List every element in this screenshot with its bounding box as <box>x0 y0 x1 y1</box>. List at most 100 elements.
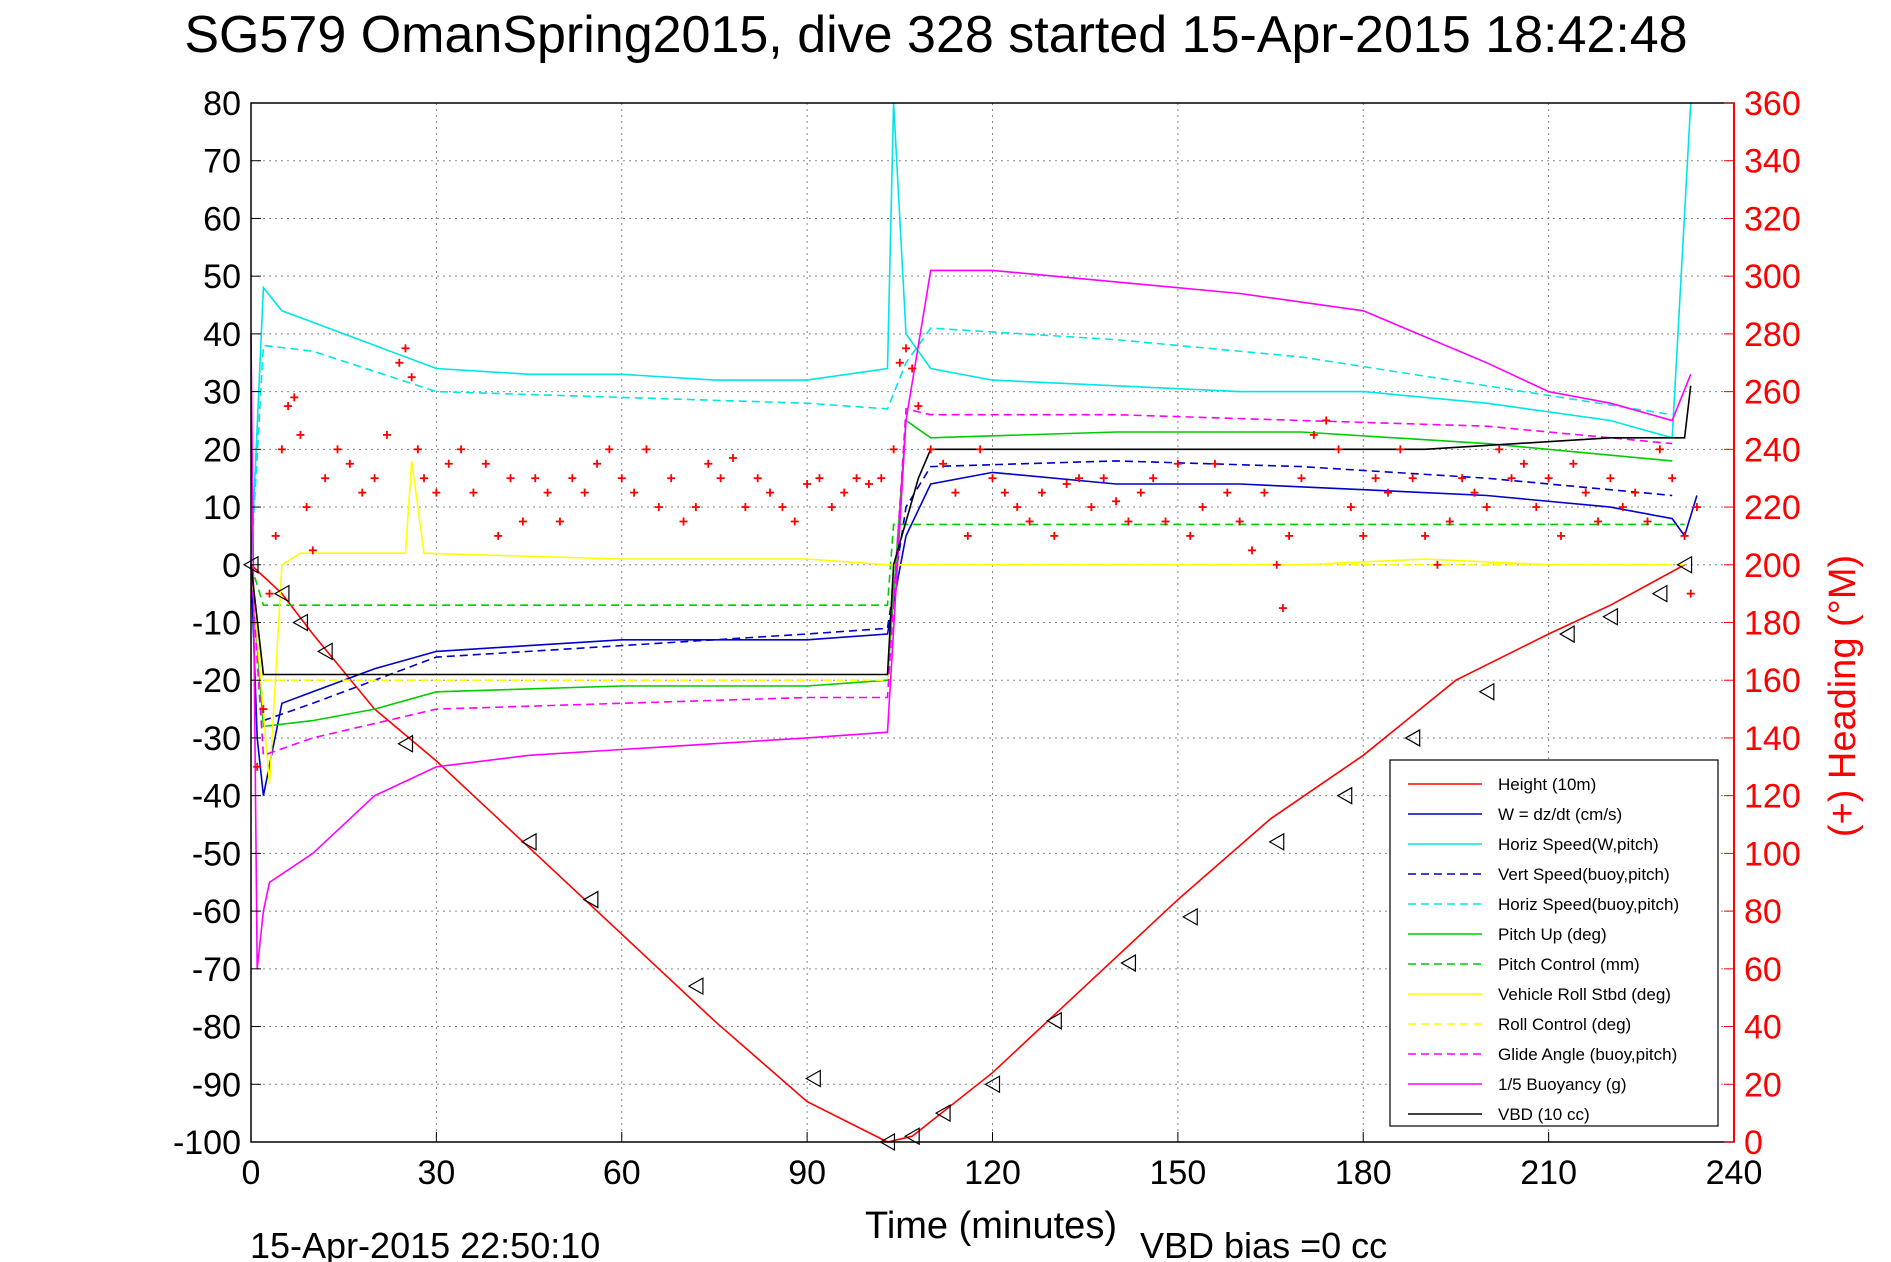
series-line-4 <box>250 327 1673 565</box>
y-axis-label-right: (+) Heading (°M) <box>1822 555 1864 837</box>
series-line-8 <box>250 563 1685 682</box>
legend-label: Height (10m) <box>1498 775 1596 794</box>
heading-point <box>1433 560 1442 569</box>
y-tick-label: -30 <box>192 720 241 758</box>
heading-point <box>265 589 274 598</box>
triangle-marker <box>1120 954 1137 973</box>
legend-entry: Vehicle Roll Stbd (deg) <box>1408 985 1671 1004</box>
heading-point <box>864 479 873 488</box>
heading-point <box>308 546 317 555</box>
heading-point <box>1285 531 1294 540</box>
y-right-tick-label: 300 <box>1744 258 1801 296</box>
heading-point <box>691 503 700 512</box>
heading-point <box>1322 416 1331 425</box>
heading-point <box>926 445 935 454</box>
heading-point <box>271 531 280 540</box>
heading-point <box>457 445 466 454</box>
heading-point <box>803 479 812 488</box>
legend-label: 1/5 Buoyancy (g) <box>1498 1075 1627 1094</box>
heading-point <box>1618 503 1627 512</box>
triangle-marker <box>1478 682 1495 701</box>
y-right-tick-label: 220 <box>1744 489 1801 527</box>
heading-point <box>1278 604 1287 613</box>
triangle-marker <box>1046 1011 1062 1030</box>
x-tick-label: 240 <box>1706 1154 1763 1192</box>
legend-label: Pitch Control (mm) <box>1498 955 1640 974</box>
heading-point <box>413 445 422 454</box>
legend-entry: Glide Angle (buoy,pitch) <box>1408 1045 1677 1064</box>
triangle-marker <box>1268 832 1285 851</box>
heading-point <box>555 517 564 526</box>
heading-point <box>1606 474 1615 483</box>
triangle-marker <box>1404 728 1421 747</box>
heading-point <box>1371 474 1380 483</box>
heading-point <box>790 517 799 526</box>
y-tick-label: -40 <box>192 778 241 816</box>
y-right-tick-label: 80 <box>1744 893 1782 931</box>
y-right-tick-label: 0 <box>1744 1124 1763 1162</box>
legend-label: Roll Control (deg) <box>1498 1015 1631 1034</box>
legend-entry: Roll Control (deg) <box>1408 1015 1631 1034</box>
heading-point <box>642 445 651 454</box>
triangle-marker <box>397 734 414 753</box>
heading-point <box>1408 474 1417 483</box>
heading-point <box>494 531 503 540</box>
triangle-markers <box>242 555 1693 1152</box>
heading-point <box>506 474 515 483</box>
y-right-tick-label: 340 <box>1744 143 1801 181</box>
heading-point <box>1136 488 1145 497</box>
heading-point <box>1458 474 1467 483</box>
triangle-marker <box>1336 786 1353 805</box>
heading-point <box>1396 445 1405 454</box>
triangle-marker <box>1182 907 1198 926</box>
y-right-tick-label: 160 <box>1744 662 1801 700</box>
heading-point <box>296 430 305 439</box>
y-tick-label: 0 <box>222 547 241 585</box>
y-right-tick-label: 140 <box>1744 720 1801 758</box>
heading-point <box>766 488 775 497</box>
heading-point <box>1173 459 1182 468</box>
triangle-marker <box>582 890 599 909</box>
legend-entry: 1/5 Buoyancy (g) <box>1408 1075 1627 1094</box>
y-right-tick-label: 60 <box>1744 951 1782 989</box>
heading-point <box>963 531 972 540</box>
footer-vbd-bias: VBD bias =0 cc <box>1140 1225 1387 1262</box>
heading-point <box>1062 479 1071 488</box>
heading-point <box>253 762 262 771</box>
heading-point <box>815 474 824 483</box>
heading-point <box>877 474 886 483</box>
heading-point <box>1309 430 1318 439</box>
heading-point <box>1544 474 1553 483</box>
heading-point <box>716 474 725 483</box>
heading-point <box>1260 488 1269 497</box>
heading-point <box>531 474 540 483</box>
heading-point <box>593 459 602 468</box>
heading-point <box>827 503 836 512</box>
triangle-marker <box>520 832 537 851</box>
heading-point <box>988 474 997 483</box>
legend-box <box>1389 759 1719 1127</box>
heading-point <box>1680 531 1689 540</box>
heading-point <box>1297 474 1306 483</box>
heading-point <box>277 445 286 454</box>
heading-point <box>370 474 379 483</box>
heading-point <box>778 503 787 512</box>
heading-point <box>1186 531 1195 540</box>
heading-point <box>290 393 299 402</box>
heading-point <box>1025 517 1034 526</box>
y-right-tick-label: 200 <box>1744 547 1801 585</box>
legend-entry: Horiz Speed(buoy,pitch) <box>1408 895 1679 914</box>
x-tick-label: 30 <box>417 1154 455 1192</box>
x-tick-label: 90 <box>788 1154 826 1192</box>
y-tick-label: 60 <box>203 200 241 238</box>
y-tick-label: 70 <box>203 143 241 181</box>
heading-point <box>1507 474 1516 483</box>
series-line-1 <box>250 471 1698 796</box>
triangle-marker <box>903 1127 920 1146</box>
y-right-tick-label: 120 <box>1744 778 1801 816</box>
legend-entry: W = dz/dt (cm/s) <box>1408 805 1622 824</box>
legend-entry: Pitch Control (mm) <box>1408 955 1640 974</box>
series-line-3 <box>250 460 1673 722</box>
heading-point <box>1050 531 1059 540</box>
